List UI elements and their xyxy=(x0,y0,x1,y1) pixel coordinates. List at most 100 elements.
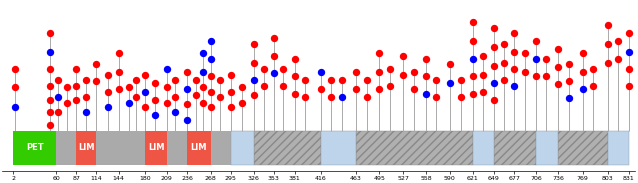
Point xyxy=(489,81,499,84)
Point xyxy=(205,58,216,61)
Point xyxy=(509,67,519,70)
Point xyxy=(45,123,56,126)
Point xyxy=(226,91,236,94)
Point xyxy=(577,70,588,73)
Point xyxy=(182,70,192,73)
Point xyxy=(103,106,114,109)
Point xyxy=(124,86,134,89)
Point xyxy=(91,80,101,83)
Point xyxy=(53,78,63,81)
Point xyxy=(182,118,192,121)
Point xyxy=(316,70,326,73)
Point xyxy=(45,32,56,35)
Point xyxy=(63,101,73,104)
Point xyxy=(278,84,288,87)
Point xyxy=(162,67,172,70)
Point xyxy=(81,111,91,114)
Bar xyxy=(536,131,558,165)
Point xyxy=(456,78,466,81)
Bar xyxy=(608,131,628,165)
Point xyxy=(131,78,142,81)
Point xyxy=(478,55,488,58)
Point xyxy=(431,95,441,98)
Point xyxy=(162,101,172,104)
Point xyxy=(71,84,82,87)
Point xyxy=(259,84,269,87)
Point xyxy=(409,70,419,73)
Point xyxy=(249,42,259,45)
Point xyxy=(468,58,478,61)
Point xyxy=(205,75,216,78)
Point xyxy=(81,95,91,98)
Point xyxy=(300,95,310,98)
Bar xyxy=(231,131,254,165)
Point xyxy=(10,106,20,109)
Point xyxy=(214,95,225,98)
Point xyxy=(269,36,279,39)
Point xyxy=(553,83,563,86)
Point xyxy=(563,97,574,100)
Point xyxy=(205,106,216,109)
Point xyxy=(499,42,509,45)
Point xyxy=(114,87,124,90)
Point xyxy=(531,75,541,78)
Point xyxy=(431,78,441,81)
Point xyxy=(170,78,180,81)
Point xyxy=(509,50,519,53)
Point xyxy=(170,95,180,98)
Point xyxy=(398,55,408,58)
Bar xyxy=(145,131,167,165)
Point xyxy=(103,91,114,94)
Point xyxy=(588,67,598,70)
Point xyxy=(114,52,124,55)
Bar xyxy=(494,131,536,165)
Point xyxy=(45,111,56,114)
Point xyxy=(553,47,563,50)
Point xyxy=(300,78,310,81)
Point xyxy=(249,94,259,97)
Point xyxy=(553,66,563,69)
Point xyxy=(259,67,269,70)
Point xyxy=(509,32,519,35)
Bar xyxy=(321,131,355,165)
Text: LIM: LIM xyxy=(191,143,207,152)
Point xyxy=(409,87,419,90)
Point xyxy=(577,87,588,90)
Point xyxy=(290,75,300,78)
Point xyxy=(269,72,279,75)
Point xyxy=(362,78,372,81)
Point xyxy=(374,52,384,55)
Point xyxy=(374,87,384,90)
Point xyxy=(162,86,172,89)
Point xyxy=(170,111,180,114)
Point xyxy=(326,78,336,81)
Point xyxy=(489,46,499,48)
Point xyxy=(198,70,209,73)
Point xyxy=(326,95,336,98)
Point xyxy=(350,87,360,90)
Point xyxy=(531,58,541,61)
Point xyxy=(198,52,209,55)
Point xyxy=(71,67,82,70)
Point xyxy=(10,86,20,89)
Point xyxy=(269,55,279,58)
Point xyxy=(226,74,236,76)
Point xyxy=(81,78,91,81)
Point xyxy=(489,98,499,101)
Point xyxy=(53,111,63,114)
Bar xyxy=(254,131,321,165)
Point xyxy=(316,87,326,90)
Bar xyxy=(473,131,494,165)
Point xyxy=(588,84,598,87)
Point xyxy=(182,87,192,90)
Point xyxy=(198,101,209,104)
Bar xyxy=(77,131,96,165)
Bar xyxy=(355,131,473,165)
Point xyxy=(191,94,201,97)
Point xyxy=(226,106,236,109)
Point xyxy=(91,63,101,66)
Point xyxy=(445,63,455,66)
Point xyxy=(499,78,509,81)
Point xyxy=(577,52,588,55)
Point xyxy=(468,39,478,42)
